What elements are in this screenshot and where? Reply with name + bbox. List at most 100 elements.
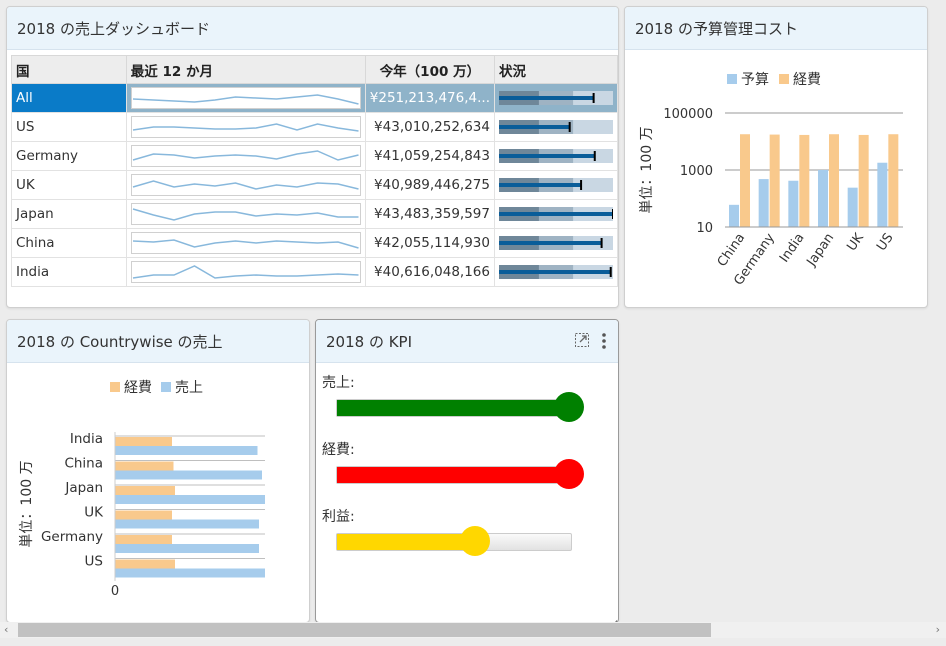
bar[interactable]	[115, 461, 174, 471]
bar[interactable]	[115, 495, 265, 504]
kpi-label: 売上:	[322, 375, 355, 391]
sales-table[interactable]: 国 最近 12 か月 今年（100 万） 状況 All ¥251,213,476,…	[11, 55, 618, 287]
sparkline	[130, 203, 361, 225]
bar[interactable]	[858, 134, 869, 227]
bar[interactable]	[729, 204, 739, 227]
x-tick-label: Japan	[804, 231, 838, 270]
table-row[interactable]: India ¥40,616,048,166	[11, 257, 618, 287]
sparkline	[130, 116, 361, 138]
bar[interactable]	[829, 134, 839, 227]
table-row[interactable]: Japan ¥43,483,359,597	[11, 199, 618, 229]
kpi-slider-knob[interactable]	[554, 392, 584, 422]
bar[interactable]	[115, 486, 175, 495]
bar[interactable]	[758, 179, 769, 227]
column-header-country[interactable]: 国	[11, 55, 127, 84]
bar[interactable]	[115, 470, 262, 480]
bullet-graph	[499, 178, 613, 192]
bar[interactable]	[818, 170, 828, 227]
card-title: 2018 の Countrywise の売上	[17, 333, 223, 351]
kpi-slider-knob[interactable]	[460, 526, 491, 556]
x-tick-label: UK	[844, 230, 867, 254]
bar[interactable]	[888, 134, 899, 227]
bar[interactable]	[115, 559, 175, 569]
sparkline-cell	[125, 257, 366, 287]
value-cell: ¥43,483,359,597	[364, 199, 496, 229]
table-row[interactable]: All ¥251,213,476,4...	[11, 83, 618, 113]
country-cell[interactable]: Germany	[11, 141, 127, 171]
table-row[interactable]: US ¥43,010,252,634	[11, 112, 618, 142]
column-header-trend[interactable]: 最近 12 か月	[125, 55, 366, 84]
country-cell[interactable]: US	[11, 112, 127, 142]
kpi-slider-knob[interactable]	[554, 459, 584, 489]
sparkline	[130, 145, 361, 167]
budget-cost-card: 2018 の予算管理コスト 予算 経費 10 1000 100000 単位：100 万 Ch…	[624, 6, 928, 308]
table-row[interactable]: China ¥42,055,114,930	[11, 228, 618, 258]
countrywise-chart[interactable]: 経費 売上 India China Japan UK Germany US 0 単位：100 万	[7, 364, 309, 622]
kpi-slider-fill	[337, 467, 571, 483]
horizontal-scrollbar[interactable]: ‹ ›	[0, 622, 946, 638]
kpi-slider-track[interactable]	[336, 466, 572, 484]
bar[interactable]	[115, 446, 258, 455]
scrollbar-thumb[interactable]	[18, 623, 711, 637]
sparkline	[130, 87, 361, 109]
bullet-graph	[499, 149, 613, 163]
bar[interactable]	[847, 187, 858, 227]
maximize-icon[interactable]	[574, 332, 590, 348]
y-tick-label: UK	[84, 505, 104, 521]
card-header: 2018 の Countrywise の売上	[7, 320, 309, 363]
more-options-icon[interactable]	[600, 332, 608, 350]
card-title: 2018 の売上ダッシュボード	[17, 20, 210, 38]
card-title: 2018 の予算管理コスト	[635, 20, 798, 38]
table-row[interactable]: UK ¥40,989,446,275	[11, 170, 618, 200]
bar[interactable]	[115, 437, 172, 446]
bar[interactable]	[740, 134, 750, 227]
scroll-right-icon[interactable]: ›	[935, 623, 940, 636]
country-cell[interactable]: All	[11, 83, 127, 113]
legend-item[interactable]: 経費	[779, 72, 821, 88]
bar[interactable]	[115, 519, 259, 529]
country-cell[interactable]: UK	[11, 170, 127, 200]
bar[interactable]	[799, 134, 810, 227]
status-cell	[494, 228, 618, 258]
column-header-value[interactable]: 今年（100 万）	[364, 55, 496, 84]
x-tick-label: India	[777, 231, 808, 266]
sparkline	[130, 174, 361, 196]
kpi-label: 利益:	[322, 509, 355, 525]
x-tick-label: 0	[111, 584, 119, 599]
bar[interactable]	[788, 180, 799, 227]
y-tick-label: US	[85, 554, 103, 570]
resize-grip-icon[interactable]	[609, 613, 617, 622]
bar[interactable]	[115, 510, 172, 520]
sparkline-cell	[125, 83, 366, 113]
bar[interactable]	[877, 162, 888, 227]
kpi-slider-fill	[337, 400, 571, 416]
card-header: 2018 の予算管理コスト	[625, 7, 927, 50]
value-cell: ¥40,616,048,166	[364, 257, 496, 287]
svg-text:予算: 予算	[741, 72, 769, 88]
country-cell[interactable]: China	[11, 228, 127, 258]
y-tick-label: China	[64, 456, 103, 472]
kpi-slider-track[interactable]	[336, 533, 572, 551]
kpi-label: 経費:	[322, 442, 355, 458]
legend-item[interactable]: 経費	[110, 380, 152, 396]
bar[interactable]	[115, 544, 259, 553]
bar[interactable]	[115, 568, 265, 578]
table-row[interactable]: Germany ¥41,059,254,843	[11, 141, 618, 171]
country-cell[interactable]: Japan	[11, 199, 127, 229]
bullet-graph	[499, 207, 613, 221]
scroll-left-icon[interactable]: ‹	[4, 623, 9, 636]
kpi-slider-track[interactable]	[336, 399, 572, 417]
bar[interactable]	[115, 535, 172, 544]
country-cell[interactable]: India	[11, 257, 127, 287]
y-tick-label: 10	[696, 221, 713, 236]
bar[interactable]	[769, 134, 780, 227]
legend-item[interactable]: 売上	[161, 380, 203, 396]
bullet-graph	[499, 91, 613, 105]
column-header-status[interactable]: 状況	[494, 55, 618, 84]
y-axis-label: 単位：100 万	[19, 460, 35, 547]
legend-item[interactable]: 予算	[727, 72, 769, 88]
value-cell: ¥40,989,446,275	[364, 170, 496, 200]
sparkline-cell	[125, 170, 366, 200]
status-cell	[494, 199, 618, 229]
